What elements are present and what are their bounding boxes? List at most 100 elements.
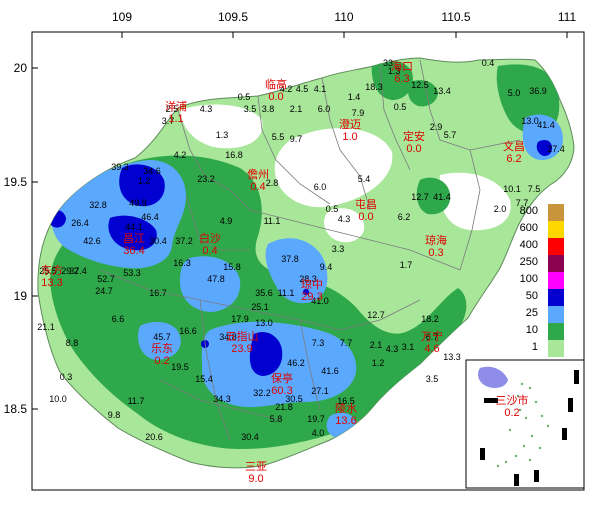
station-value: 0.4 [482,58,495,68]
city-value: 60.3 [271,385,292,397]
station-value: 13.0 [521,116,539,126]
city-name: 琼中 [301,277,323,291]
station-value: 0.5 [326,204,339,214]
station-value: 19.7 [307,414,325,424]
city-name: 白沙 [199,231,221,245]
station-value: 1.3 [388,66,401,76]
station-value: 10.1 [503,184,521,194]
city-value: 0.4 [250,181,265,193]
city-name: 东方 [41,263,63,277]
green-zone [408,80,438,107]
station-value: 5.4 [358,174,371,184]
station-value: 37.8 [281,254,299,264]
city-value: 13.6 [335,415,356,427]
city-value: 36.4 [123,245,144,257]
no-rain-zone [180,104,263,149]
station-value: 7.7 [516,198,529,208]
station-value: 52.7 [97,274,115,284]
station-value: 3.5 [244,104,257,114]
y-axis-left: 20 19.5 19 18.5 [4,61,38,416]
boundary-dash [534,470,539,482]
station-value: 3.3 [332,244,345,254]
station-value: 1.7 [400,260,413,270]
station-value: 7.5 [528,184,541,194]
sansha-value: 0.2 [504,407,519,419]
legend-label: 1 [532,341,538,353]
station-value: 4.3 [200,104,213,114]
city-value: 0.0 [406,143,421,155]
station-value: 11.7 [128,396,145,406]
legend-label: 400 [520,239,538,251]
green-zone [416,177,451,215]
station-value: 1.2 [372,358,385,368]
station-value: 2.5 [166,104,179,114]
legend-label: 50 [526,290,538,302]
city-value: 13.3 [41,277,62,289]
station-value: 6.0 [314,182,327,192]
x-tick-label: 110.5 [441,10,470,24]
no-rain-zone [324,208,365,243]
boundary-dash [480,448,485,460]
city-value: 0.0 [268,91,283,103]
station-value: 21.8 [275,402,293,412]
city-name: 万宁 [421,329,443,343]
darkblue-zone [249,331,283,376]
city-value: 0.0 [358,211,373,223]
station-value: 5.7 [444,130,457,140]
city-value: 0.2 [154,355,169,367]
station-value: 15.4 [195,374,213,384]
station-value: 18.3 [365,82,383,92]
station-value: 5.5 [272,132,285,142]
x-tick-label: 109 [112,10,132,24]
station-value: 42.6 [83,236,101,246]
city-value: 0.4 [202,245,217,257]
station-value: 1.4 [348,92,361,102]
inset-map: 三沙市 0.2 [465,359,585,489]
station-value: 34.8 [219,332,237,342]
city-value: 23.9 [231,343,252,355]
city-name: 文昌 [503,139,525,153]
city-name: 保亭 [271,371,293,385]
station-value: 0.5 [238,92,251,102]
lightblue-zone [522,114,563,160]
station-value: 29.2 [61,266,79,276]
sansha-label: 三沙市 [496,393,529,407]
station-value: 9.4 [320,262,333,272]
station-value: 1.3 [216,130,229,140]
station-value: 3.7 [162,116,175,126]
darkblue-zone [119,164,165,207]
y-tick-label: 19 [14,289,28,303]
station-value: 13.4 [433,86,451,96]
station-value: 26.4 [71,218,89,228]
station-value: 7.3 [312,338,325,348]
legend-label: 10 [526,324,538,336]
station-value: 30.5 [285,394,303,404]
county-boundaries [99,59,521,441]
station-value: 47.8 [207,274,225,284]
station-value: 34.6 [143,166,161,176]
station-value: 16.3 [173,258,191,268]
station-value: 4.5 [296,84,309,94]
legend-label: 800 [520,205,538,217]
city-name: 三亚 [245,461,267,473]
city-value: 1.0 [342,131,357,143]
station-value: 16.5 [337,396,355,406]
station-value: 32.2 [253,388,271,398]
station-value: 41.6 [321,366,339,376]
station-value: 45.7 [153,332,171,342]
station-value: 7.7 [340,338,353,348]
station-values: 331.30.40.54.2 4.5 4.1 18.3 12.513.4 36.95.02… [37,58,565,442]
station-value: 6.6 [112,314,125,324]
station-value: 21.1 [37,322,55,332]
station-value: 36.9 [529,86,547,96]
station-value: 19.5 [171,362,189,372]
station-value: 6.0 [318,104,331,114]
legend-label: 25 [526,307,538,319]
legend-swatch [548,340,564,357]
station-value: 13.0 [255,318,273,328]
city-name: 琼海 [425,233,447,247]
station-value: 33 [383,58,393,68]
station-value: 25.1 [251,302,269,312]
